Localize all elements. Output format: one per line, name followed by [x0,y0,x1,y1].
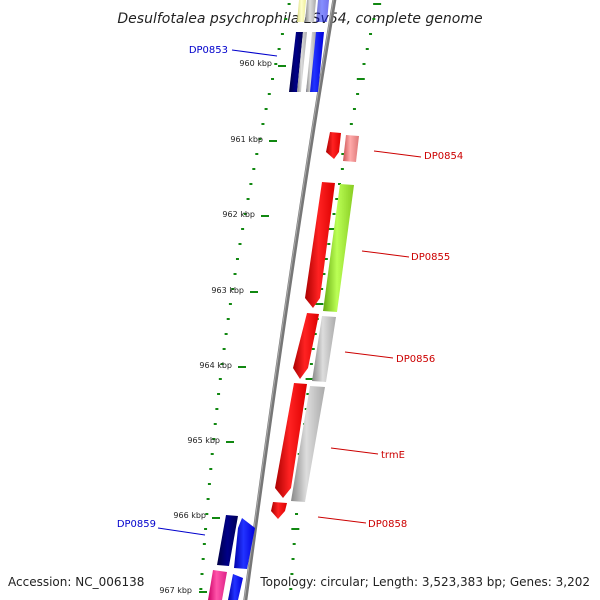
cds-arrow [271,502,287,519]
gene-leader-line [231,49,278,57]
kbp-tick-label: 966 kbp [173,511,206,520]
cog-arrow [343,135,359,162]
gene-leader-line [373,150,422,158]
inner-tick-ring [199,3,291,590]
feature-track-top [297,0,329,22]
kbp-tick-label: 960 kbp [239,59,272,68]
gene-dp0854[interactable]: DP0854 [326,132,463,162]
gene-dp0855[interactable]: DP0855 [305,182,450,312]
kbp-tick-label: 964 kbp [199,361,232,370]
cds-arrow [275,383,307,498]
gene-dp0859[interactable]: DP0859 [117,515,255,569]
accession-text: Accession: NC_006138 [8,575,145,589]
gene-arrow [305,0,316,22]
kbp-tick-label: 961 kbp [230,135,263,144]
cog-arrow [323,184,354,312]
cog-arrow [217,515,238,566]
cog-arrow [289,32,303,92]
gene-dp0856[interactable]: DP0856 [293,313,435,382]
kbp-tick-label: 967 kbp [159,586,192,595]
kbp-tick-label: 962 kbp [222,210,255,219]
kbp-ticks: 960 kbp 961 kbp 962 kbp 963 kbp 964 kbp … [159,59,286,595]
gene-arrow [208,570,227,600]
cog-arrow [291,386,325,502]
gene-arrow [228,574,243,600]
cds-arrow [306,32,316,92]
gene-leader-line [330,447,379,455]
gene-leader-line [344,351,394,359]
cds-arrow [234,518,255,569]
gene-label: DP0853 [189,45,228,56]
genome-summary-text: Topology: circular; Length: 3,523,383 bp… [260,575,590,589]
gene-leader-line [317,516,367,524]
gene-leader-line [157,527,206,536]
cds-arrow [293,313,319,379]
genome-backbone [243,0,337,600]
gene-dp0858[interactable]: DP0858 [271,502,407,530]
gene-arrow [316,0,329,22]
gene-label: trmE [381,450,405,461]
gene-label: DP0858 [368,519,407,530]
kbp-tick-label: 965 kbp [187,436,220,445]
kbp-tick-label: 963 kbp [211,286,244,295]
gene-leader-line [361,250,410,258]
gene-label: DP0859 [117,519,156,530]
genome-backbone-highlight [243,0,334,600]
gene-arrow [297,0,306,22]
cog-arrow [297,32,307,92]
gene-dp0853[interactable]: DP0853 [189,32,324,92]
cds-arrow [326,132,341,159]
cds-arrow [305,182,335,308]
gene-label: DP0854 [424,151,463,162]
gene-label: DP0856 [396,354,435,365]
gene-trme[interactable]: trmE [275,383,405,502]
feature-track-bottom [208,570,243,600]
gene-label: DP0855 [411,252,450,263]
cog-arrow [312,316,336,382]
